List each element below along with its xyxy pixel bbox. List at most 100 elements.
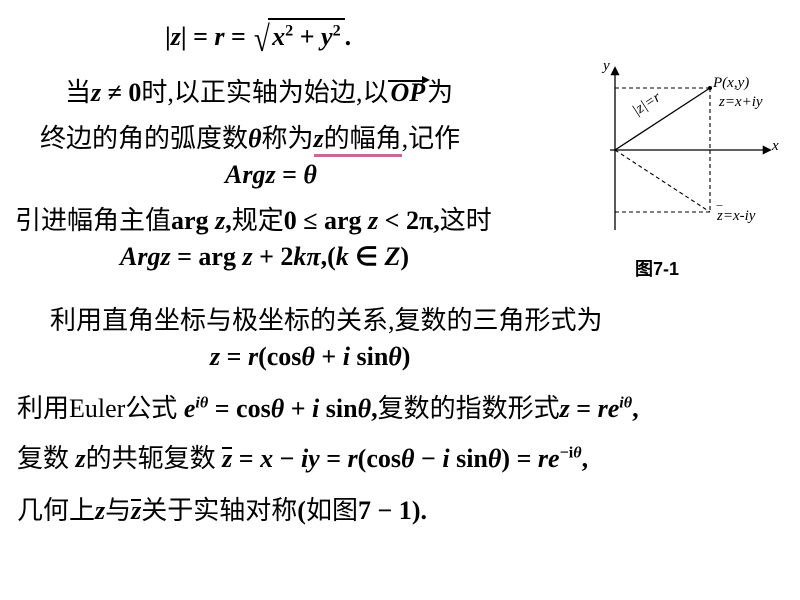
l10-cos: cos	[366, 444, 401, 473]
equation-arg-2kpi: Argz = arg z + 2kπ,(k ∈ Z)	[120, 242, 409, 272]
sup-x: 2	[285, 22, 293, 39]
text-line-11: 几何上z与z关于实轴对称(如图7 − 1).	[17, 490, 427, 527]
l11-t1: 几何上	[17, 496, 95, 525]
eq4-plus: +	[315, 342, 343, 371]
page-root: |z| = r = √x2 + y2. 当z ≠ 0时,以正实轴为始边,以OP为…	[0, 0, 800, 600]
l10-e: e	[548, 444, 560, 473]
l9-eq2: =	[570, 394, 598, 423]
eq2-arg: Argz	[225, 160, 276, 189]
l3-t4: 记作	[408, 124, 460, 153]
l10-r2: r	[538, 444, 548, 473]
text-line-3: 终边的角的弧度数θ称为z的幅角,记作	[40, 118, 460, 155]
l9-r: r	[598, 394, 608, 423]
l9-th2: θ	[271, 394, 285, 423]
text-line-9: 利用Euler公式 eiθ = cosθ + i sinθ,复数的指数形式z =…	[17, 388, 639, 425]
eq-sign-2: =	[225, 22, 253, 51]
l2-z: z	[91, 78, 101, 107]
sqrt-x: x	[272, 22, 285, 51]
l3-t1: 终边的角的弧度数	[40, 124, 248, 153]
var-z: z	[171, 22, 181, 51]
l3-theta: θ	[248, 124, 262, 153]
l9-c2: ,	[632, 394, 639, 423]
l11-t2: 与	[105, 496, 131, 525]
l5-argz2: arg	[324, 206, 368, 235]
l11-lp: (	[297, 496, 306, 525]
l9-cos: cos	[236, 394, 271, 423]
eq4-th2: θ	[388, 342, 402, 371]
l3-t2: 称为	[262, 124, 314, 153]
figure-caption: 图7-1	[635, 255, 679, 281]
eq3-2: 2	[280, 242, 293, 271]
eq3-eq: =	[171, 242, 199, 271]
fig-z-label: z=x+iy	[719, 94, 763, 111]
zbar-2: z	[131, 496, 141, 526]
l9-eq: =	[208, 394, 236, 423]
sup-y: 2	[333, 22, 341, 39]
eq3-argz: arg	[198, 242, 242, 271]
eq4-th: θ	[301, 342, 315, 371]
l10-mi: −i	[560, 444, 574, 461]
eq4-lp: (	[258, 342, 267, 371]
l9-e: e	[184, 394, 196, 423]
l2-OP: OP	[388, 78, 427, 107]
eq3-lp: (	[327, 242, 336, 271]
eq3-z: z	[242, 242, 252, 271]
eq1-dot: .	[345, 22, 352, 51]
l2-neq: ≠	[101, 78, 128, 107]
eq-sign-1: =	[187, 22, 215, 51]
figure-7-1: y x P(x,y) z=x+iy |z|=r ‾z=x-iy 图7-1	[585, 60, 785, 285]
l10-t2: 的共轭复数	[86, 444, 216, 473]
eq3-rp: )	[400, 242, 409, 271]
l2-t4: 为	[427, 78, 453, 107]
l10-eq: =	[232, 444, 260, 473]
zbar-1: z	[222, 444, 232, 474]
l2-t3: 以	[362, 78, 388, 107]
equation-trig-form: z = r(cosθ + i sinθ)	[210, 342, 410, 372]
eq3-in: ∈	[349, 242, 385, 271]
l11-num: 7 − 1	[358, 496, 412, 525]
l10-z: z	[76, 444, 86, 473]
l2-zero: 0	[128, 78, 141, 107]
l10-m: −	[273, 444, 301, 473]
l10-eq2: =	[320, 444, 348, 473]
eq4-sin: sin	[356, 342, 388, 371]
sqrt-plus: +	[293, 22, 321, 51]
eq3-k: k	[293, 242, 306, 271]
eq2-theta: θ	[303, 160, 317, 189]
eq4-r: r	[248, 342, 258, 371]
eq3-k2: k	[336, 242, 349, 271]
sqrt: √x2 + y2	[252, 18, 344, 60]
fig-P-label: P(x,y)	[713, 75, 749, 92]
l10-th: θ	[401, 444, 415, 473]
l5-argz: arg	[171, 206, 215, 235]
l9-th: θ	[200, 394, 208, 411]
l10-zbar: z	[222, 444, 232, 473]
l10-m2: −	[415, 444, 443, 473]
l10-i2: i	[442, 444, 449, 473]
var-r: r	[214, 22, 224, 51]
eq4-z: z	[210, 342, 220, 371]
l10-th3: θ	[573, 444, 581, 461]
l9-e2: e	[608, 394, 620, 423]
l11-zbar: z	[131, 496, 141, 525]
l10-r: r	[348, 444, 358, 473]
l11-z: z	[95, 496, 105, 525]
eq4-rp: )	[402, 342, 411, 371]
l11-rp: ).	[412, 496, 427, 525]
l5-le: ≤	[297, 206, 324, 235]
l5-z2: z	[368, 206, 378, 235]
l9-z: z	[560, 394, 570, 423]
l10-x: x	[260, 444, 273, 473]
equation-arg: Argz = θ	[225, 160, 317, 190]
l10-sin: sin	[456, 444, 488, 473]
l9-plus: +	[284, 394, 312, 423]
l5-2pi: 2π	[406, 206, 433, 235]
text-line-10: 复数 z的共轭复数 z = x − iy = r(cosθ − i sinθ) …	[17, 438, 588, 475]
l3-z-underlined: z	[314, 124, 324, 157]
l10-c: ,	[582, 444, 589, 473]
vector-OP: OP	[388, 78, 427, 108]
l5-lt: <	[378, 206, 406, 235]
text-line-5: 引进幅角主值arg z,规定0 ≤ arg z < 2π,这时	[15, 200, 492, 237]
fig-x-axis-label: x	[772, 138, 779, 155]
l9-i2: i	[312, 394, 319, 423]
